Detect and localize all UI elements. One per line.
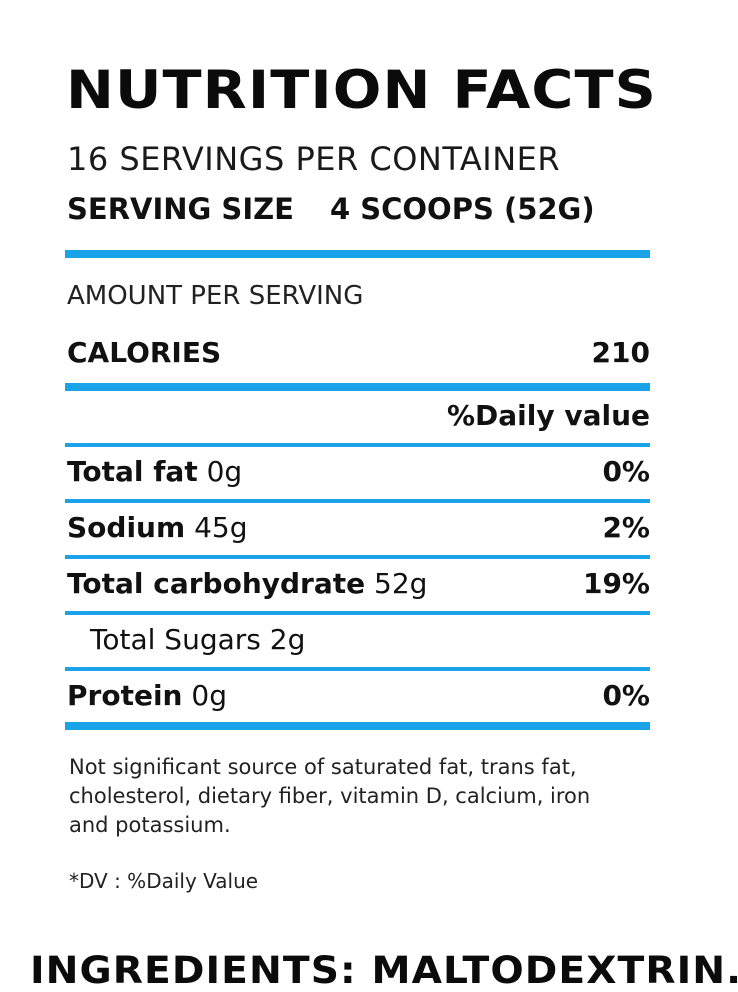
divider-bar bbox=[65, 722, 650, 730]
nutrient-name: Sodium bbox=[67, 511, 186, 544]
calories-label: CALORIES bbox=[67, 336, 221, 369]
nutrient-dv: 0% bbox=[602, 679, 650, 712]
nutrient-row-total-sugars: Total Sugars 2g bbox=[90, 623, 305, 656]
daily-value-header: %Daily value bbox=[446, 399, 650, 432]
nutrient-name: Total Sugars bbox=[90, 623, 261, 656]
servings-per-container: 16 SERVINGS PER CONTAINER bbox=[67, 140, 561, 178]
nutrient-row-sodium: Sodium 45g bbox=[67, 511, 247, 544]
nutrient-dv: 0% bbox=[602, 455, 650, 488]
nutrient-row-protein: Protein 0g bbox=[67, 679, 227, 712]
amount-per-serving-label: AMOUNT PER SERVING bbox=[67, 281, 364, 311]
divider-bar bbox=[65, 555, 650, 559]
nutrient-amount: 52g bbox=[374, 567, 428, 600]
calories-value: 210 bbox=[591, 336, 650, 369]
nutrient-name: Total fat bbox=[67, 455, 198, 488]
divider-bar bbox=[65, 383, 650, 391]
calories-label-text: CALORIES bbox=[67, 336, 222, 369]
serving-size-row: SERVING SIZE 4 SCOOPS (52G) bbox=[67, 192, 595, 226]
serving-size-value: 4 SCOOPS (52G) bbox=[329, 192, 595, 226]
nutrient-row-total-carbohydrate: Total carbohydrate 52g bbox=[67, 567, 427, 600]
divider-bar bbox=[65, 250, 650, 258]
nutrition-facts-title: NUTRITION FACTS bbox=[66, 60, 657, 121]
nutrient-amount: 0g bbox=[206, 455, 243, 488]
divider-bar bbox=[65, 499, 650, 503]
nutrient-dv: 2% bbox=[602, 511, 650, 544]
divider-bar bbox=[65, 443, 650, 447]
nutrient-row-total-fat: Total fat 0g bbox=[67, 455, 242, 488]
serving-size-label: SERVING SIZE bbox=[67, 192, 294, 226]
ingredients-line: INGREDIENTS: MALTODEXTRIN. bbox=[30, 949, 738, 992]
divider-bar bbox=[65, 667, 650, 671]
nutrient-amount: 2g bbox=[269, 623, 306, 656]
divider-bar bbox=[65, 611, 650, 615]
nutrient-name: Total carbohydrate bbox=[67, 567, 366, 600]
nutrient-amount: 0g bbox=[191, 679, 227, 712]
nutrient-name: Protein bbox=[67, 679, 183, 712]
nutrient-amount: 45g bbox=[194, 511, 248, 544]
daily-value-note: *DV : %Daily Value bbox=[69, 869, 259, 893]
footnote: Not significant source of saturated fat,… bbox=[69, 755, 591, 837]
nutrient-dv: 19% bbox=[582, 567, 650, 600]
